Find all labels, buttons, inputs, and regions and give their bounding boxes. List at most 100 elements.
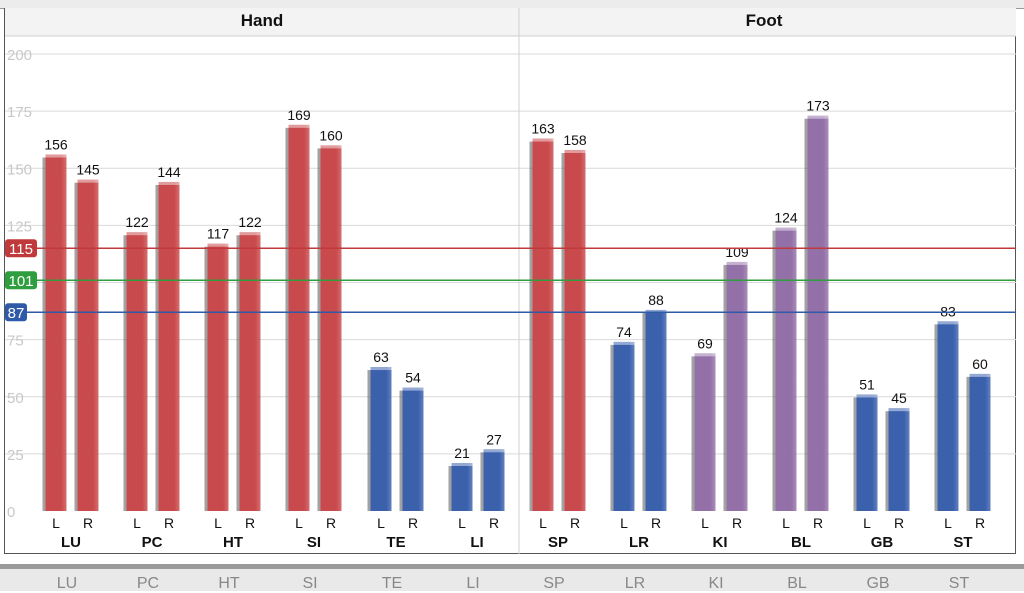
channel-label: BL: [791, 534, 811, 551]
tab-lr[interactable]: LR: [624, 575, 646, 592]
reference-value-label: 101: [8, 273, 33, 290]
bar-shadow: [480, 452, 485, 511]
reference-badge: [5, 303, 27, 322]
tab-ht[interactable]: HT: [218, 575, 240, 592]
reference-value-label: 87: [8, 305, 25, 322]
channel-label: KI: [713, 534, 728, 551]
y-tick-label: 125: [7, 218, 32, 235]
channel-label: LU: [61, 534, 81, 551]
tab-te[interactable]: TE: [381, 575, 403, 592]
channel-label: PC: [142, 534, 163, 551]
bar: [775, 227, 797, 511]
bar-value-label: 160: [319, 127, 343, 143]
bar: [856, 394, 878, 511]
bar: [239, 232, 261, 512]
bar: [158, 181, 180, 511]
side-label: R: [326, 515, 336, 531]
bar-shadow: [853, 397, 858, 511]
side-label: R: [570, 515, 580, 531]
bar-shadow: [74, 182, 79, 512]
side-label: R: [489, 515, 499, 531]
side-label: L: [701, 515, 709, 531]
side-label: R: [975, 515, 985, 531]
side-label: L: [539, 515, 547, 531]
bar: [564, 149, 586, 511]
bar: [969, 373, 991, 511]
bar-shadow: [691, 356, 696, 511]
bar: [613, 341, 635, 511]
bar-cap: [402, 387, 424, 391]
bar-cap: [645, 309, 667, 313]
bar: [483, 449, 505, 511]
bar-shadow: [934, 324, 939, 511]
bar: [645, 309, 667, 511]
bar: [77, 179, 99, 512]
bar-cap: [937, 321, 959, 325]
side-label: L: [620, 515, 628, 531]
side-label: L: [133, 515, 141, 531]
bar-cap: [239, 232, 261, 236]
bar: [402, 387, 424, 511]
bar-value-label: 122: [238, 214, 262, 230]
bar-value-label: 173: [806, 98, 830, 114]
tab-sp[interactable]: SP: [543, 575, 565, 592]
channel-label: LI: [470, 534, 483, 551]
bar: [451, 463, 473, 511]
bar-shadow: [367, 370, 372, 511]
tab-si[interactable]: SI: [302, 575, 318, 592]
side-label: L: [214, 515, 222, 531]
side-label: R: [245, 515, 255, 531]
channel-label: TE: [386, 534, 405, 551]
bar-value-label: 51: [859, 376, 875, 392]
bar-cap: [532, 138, 554, 142]
bar-shadow: [885, 411, 890, 511]
side-label: L: [295, 515, 303, 531]
bar-shadow: [317, 148, 322, 511]
bar-value-label: 144: [157, 164, 181, 180]
bar-value-label: 156: [44, 137, 68, 153]
tab-ki[interactable]: KI: [708, 575, 724, 592]
bar: [937, 321, 959, 511]
side-label: L: [782, 515, 790, 531]
bar: [288, 124, 310, 512]
bar-cap: [775, 227, 797, 231]
tab-gb[interactable]: GB: [866, 575, 890, 592]
group-title: Hand: [241, 11, 284, 30]
tab-li[interactable]: LI: [466, 575, 480, 592]
bar-shadow: [804, 118, 809, 511]
tab-pc[interactable]: PC: [136, 575, 160, 592]
reference-badge: [5, 239, 37, 258]
bar-cap: [969, 373, 991, 377]
channel-label: SP: [548, 534, 568, 551]
bar-value-label: 88: [648, 292, 664, 308]
bar-cap: [888, 408, 910, 412]
bar: [320, 145, 342, 511]
bar-value-label: 117: [207, 226, 230, 242]
reference-value-label: 115: [9, 241, 33, 258]
bar-shadow: [448, 466, 453, 511]
bar-shadow: [236, 235, 241, 512]
bar-cap: [158, 181, 180, 185]
bar-cap: [694, 353, 716, 357]
side-label: R: [651, 515, 661, 531]
bar-shadow: [285, 127, 290, 512]
tab-bl[interactable]: BL: [787, 575, 807, 592]
bar-cap: [564, 149, 586, 153]
channel-label: HT: [223, 534, 243, 551]
y-tick-label: 50: [7, 390, 24, 407]
group-header-band: [5, 8, 1016, 36]
meridian-bar-chart: 0255075100125150175200HandFoot156L145RLU…: [5, 8, 1016, 554]
y-tick-label: 0: [7, 504, 15, 521]
bar-shadow: [561, 152, 566, 511]
bar: [370, 367, 392, 511]
bar: [694, 353, 716, 511]
bar-shadow: [123, 235, 128, 512]
bar-value-label: 109: [725, 244, 749, 260]
bar: [532, 138, 554, 512]
bar-value-label: 27: [486, 431, 502, 447]
tab-st[interactable]: ST: [948, 575, 970, 592]
group-title: Foot: [746, 11, 783, 30]
tab-lu[interactable]: LU: [56, 575, 78, 592]
bar-shadow: [42, 157, 47, 512]
y-tick-label: 25: [7, 447, 24, 464]
